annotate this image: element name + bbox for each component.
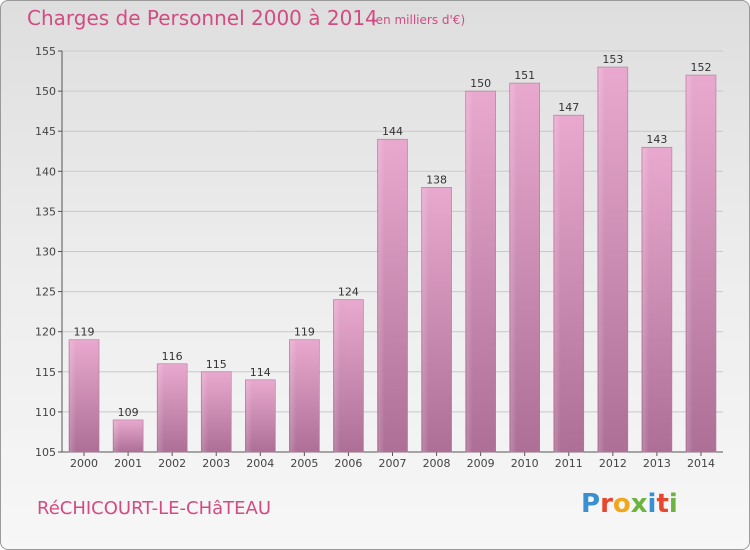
bar-highlight bbox=[114, 420, 121, 452]
data-label: 109 bbox=[118, 406, 139, 419]
y-tick-label: 120 bbox=[35, 326, 56, 339]
y-tick-label: 125 bbox=[35, 286, 56, 299]
logo-letter: r bbox=[600, 489, 613, 519]
data-label: 153 bbox=[602, 53, 623, 66]
y-tick-label: 140 bbox=[35, 165, 56, 178]
data-label: 151 bbox=[514, 69, 535, 82]
data-label: 147 bbox=[558, 101, 579, 114]
y-tick-label: 110 bbox=[35, 406, 56, 419]
data-label: 116 bbox=[162, 350, 183, 363]
bar-highlight bbox=[290, 340, 297, 452]
logo-letter: i bbox=[668, 489, 678, 519]
chart-title: Charges de Personnel 2000 à 2014 bbox=[27, 6, 378, 30]
data-label: 119 bbox=[74, 326, 95, 339]
bar-highlight bbox=[378, 140, 385, 452]
logo-letter: x bbox=[630, 489, 648, 519]
bar-highlight bbox=[422, 188, 429, 452]
data-label: 150 bbox=[470, 77, 491, 90]
x-tick-label: 2005 bbox=[290, 457, 318, 470]
chart-subtitle: (en milliers d'€) bbox=[371, 13, 466, 27]
bar-highlight bbox=[510, 84, 517, 452]
data-label: 152 bbox=[690, 61, 711, 74]
y-tick-label: 105 bbox=[35, 446, 56, 459]
x-tick-label: 2000 bbox=[70, 457, 98, 470]
bar-highlight bbox=[466, 92, 473, 452]
logo-letter: o bbox=[612, 489, 631, 519]
y-tick-label: 115 bbox=[35, 366, 56, 379]
bar-highlight bbox=[334, 300, 341, 452]
proxiti-logo: Proxiti bbox=[581, 489, 678, 519]
bar-highlight bbox=[70, 340, 77, 452]
x-tick-label: 2009 bbox=[467, 457, 495, 470]
x-tick-label: 2011 bbox=[555, 457, 583, 470]
bar-highlight bbox=[642, 148, 649, 453]
bar-highlight bbox=[554, 116, 561, 452]
x-tick-label: 2013 bbox=[643, 457, 671, 470]
data-label: 138 bbox=[426, 173, 447, 186]
x-tick-label: 2007 bbox=[379, 457, 407, 470]
data-labels: 119 109 116 115 114 119 124 144 138 150 151 147 153 1… bbox=[74, 53, 712, 419]
x-tick-label: 2003 bbox=[202, 457, 230, 470]
logo-letter: t bbox=[656, 489, 669, 519]
x-tick-label: 2001 bbox=[114, 457, 142, 470]
x-tick-label: 2002 bbox=[158, 457, 186, 470]
bar-highlight bbox=[202, 372, 209, 452]
x-tick-label: 2008 bbox=[423, 457, 451, 470]
x-tick-label: 2006 bbox=[334, 457, 362, 470]
commune-name: RéCHICOURT-LE-CHâTEAU bbox=[37, 498, 272, 519]
bar-highlight bbox=[598, 68, 605, 452]
data-label: 124 bbox=[338, 286, 359, 299]
logo-letter: P bbox=[581, 489, 601, 519]
data-label: 119 bbox=[294, 326, 315, 339]
x-tick-label: 2014 bbox=[687, 457, 715, 470]
bar-highlight bbox=[686, 76, 693, 452]
y-tick-label: 155 bbox=[35, 45, 56, 58]
x-tick-label: 2010 bbox=[511, 457, 539, 470]
bar-highlight bbox=[246, 380, 253, 452]
y-tick-label: 130 bbox=[35, 246, 56, 259]
y-tick-label: 145 bbox=[35, 125, 56, 138]
data-label: 115 bbox=[206, 358, 227, 371]
data-label: 143 bbox=[646, 133, 667, 146]
data-label: 144 bbox=[382, 125, 403, 138]
y-tick-label: 135 bbox=[35, 205, 56, 218]
logo-letter: i bbox=[647, 489, 657, 519]
bar-highlight bbox=[158, 364, 165, 452]
x-tick-label: 2004 bbox=[246, 457, 274, 470]
x-tick-label: 2012 bbox=[599, 457, 627, 470]
bars bbox=[68, 66, 717, 453]
data-label: 114 bbox=[250, 366, 271, 379]
y-tick-label: 150 bbox=[35, 85, 56, 98]
